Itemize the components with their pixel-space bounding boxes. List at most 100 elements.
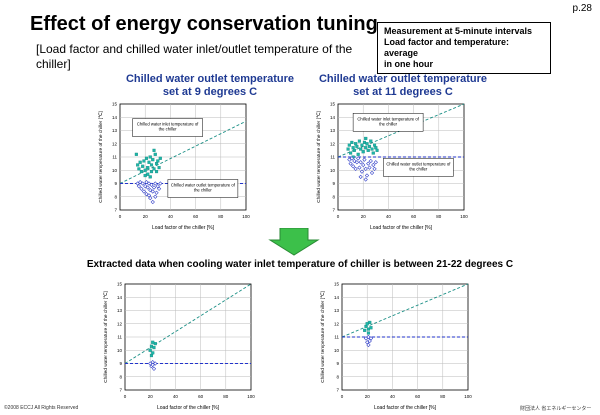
y-tick-label: 9 xyxy=(336,361,339,366)
inlet-point xyxy=(366,331,371,335)
inlet-point xyxy=(149,354,154,358)
y-tick-label: 14 xyxy=(117,295,123,300)
outlet-point xyxy=(348,161,353,166)
annotation-box xyxy=(352,113,424,132)
inlet-point xyxy=(134,152,138,156)
x-tick-label: 80 xyxy=(440,394,446,399)
chart-1-title-line1: Chilled water outlet temperature xyxy=(125,73,295,85)
inlet-point xyxy=(364,136,368,140)
outlet-point xyxy=(357,165,362,170)
inlet-point xyxy=(148,175,152,179)
organization-name: 財団法人 省エネルギーセンター xyxy=(520,406,592,412)
annotation-label: Chilled water inlet temperature of the ch… xyxy=(137,122,199,132)
y-tick-label: 9 xyxy=(119,361,122,366)
chart-extracted-setpoint-11: 0 20 40 60 80 100 7 8 9 10 11 12 13 14 15 Load factor o… xyxy=(320,282,472,411)
x-axis-label: Load factor of the chiller [%] xyxy=(157,405,220,411)
outlet-point xyxy=(371,162,376,168)
inlet-point xyxy=(152,346,156,350)
inlet-point xyxy=(350,140,354,144)
outlet-point xyxy=(365,340,370,345)
annotation-label: Chilled water outlet temperature of the c… xyxy=(171,183,236,193)
x-tick-label: 40 xyxy=(173,394,179,399)
y-axis-label: Chilled water temperature of the chiller… xyxy=(320,291,326,383)
inlet-point xyxy=(368,320,372,324)
x-axis-label: Load factor of the chiller [%] xyxy=(370,225,433,231)
outlet-point xyxy=(136,184,142,189)
x-tick-label: 100 xyxy=(247,394,255,399)
trend-line xyxy=(341,283,469,338)
outlet-point xyxy=(352,158,357,164)
inlet-point xyxy=(139,170,143,174)
outlet-point xyxy=(148,361,153,366)
inlet-point xyxy=(156,159,160,163)
x-tick-label: 60 xyxy=(415,394,421,399)
chart-2-title: Chilled water outlet temperature set at … xyxy=(303,73,503,99)
inlet-point xyxy=(149,163,154,167)
trend-line xyxy=(337,103,465,158)
outlet-point xyxy=(358,174,363,179)
y-tick-label: 9 xyxy=(332,181,335,186)
annotation-label: Chilled water inlet temperature of the ch… xyxy=(357,116,419,126)
note-line-1: Measurement at 5-minute intervals xyxy=(384,26,533,36)
outlet-point xyxy=(362,157,367,162)
y-tick-label: 14 xyxy=(334,295,340,300)
inlet-point xyxy=(346,147,350,151)
inlet-point xyxy=(148,348,152,352)
outlet-point xyxy=(373,160,378,165)
y-tick-label: 8 xyxy=(119,374,122,379)
x-tick-label: 60 xyxy=(198,394,204,399)
outlet-point xyxy=(368,158,373,164)
x-tick-label: 20 xyxy=(365,394,371,399)
down-arrow-icon xyxy=(268,228,320,256)
inlet-point xyxy=(375,148,379,152)
y-tick-label: 15 xyxy=(117,282,123,287)
inlet-point xyxy=(157,166,161,170)
x-tick-label: 20 xyxy=(361,214,367,219)
inlet-point xyxy=(357,139,361,143)
inlet-point xyxy=(143,174,147,178)
outlet-point xyxy=(140,181,145,186)
x-tick-label: 20 xyxy=(143,214,149,219)
inlet-point xyxy=(374,146,378,150)
inlet-point xyxy=(364,324,368,328)
y-tick-label: 12 xyxy=(117,321,123,326)
x-tick-label: 40 xyxy=(168,214,174,219)
outlet-point xyxy=(363,336,369,341)
outlet-point xyxy=(148,188,153,193)
inlet-point xyxy=(366,148,370,152)
outlet-point xyxy=(151,185,157,190)
x-tick-label: 0 xyxy=(124,394,127,399)
outlet-point xyxy=(356,156,361,161)
y-tick-label: 15 xyxy=(112,102,118,107)
inlet-point xyxy=(148,155,152,159)
outlet-point xyxy=(358,160,363,165)
outlet-point xyxy=(144,180,149,185)
inlet-point xyxy=(152,148,156,152)
y-tick-label: 11 xyxy=(330,155,335,160)
y-tick-label: 7 xyxy=(119,388,122,393)
outlet-point xyxy=(153,181,158,186)
outlet-point xyxy=(155,184,160,189)
inlet-point xyxy=(356,152,360,156)
y-tick-label: 12 xyxy=(112,141,118,146)
chart-1-title: Chilled water outlet temperature set at … xyxy=(110,73,310,99)
inlet-point xyxy=(370,147,374,151)
inlet-point xyxy=(369,139,373,143)
x-tick-label: 40 xyxy=(386,214,392,219)
outlet-point xyxy=(138,180,143,185)
inlet-point xyxy=(360,143,364,147)
outlet-point xyxy=(144,191,149,197)
outlet-point xyxy=(150,189,155,194)
inlet-point xyxy=(146,166,150,170)
outlet-point xyxy=(135,181,140,186)
inlet-point xyxy=(138,160,142,164)
outlet-point xyxy=(359,169,365,174)
inlet-point xyxy=(154,170,159,174)
chart-1-title-line2: set at 9 degrees C xyxy=(162,86,258,98)
outlet-point xyxy=(349,156,354,161)
x-tick-label: 0 xyxy=(337,214,340,219)
y-tick-label: 13 xyxy=(330,128,336,133)
chart-setpoint-11: 0 20 40 60 80 100 7 8 9 10 11 12 13 14 15 Chilled water… xyxy=(316,102,468,231)
outlet-point xyxy=(148,195,153,201)
x-tick-label: 20 xyxy=(148,394,154,399)
